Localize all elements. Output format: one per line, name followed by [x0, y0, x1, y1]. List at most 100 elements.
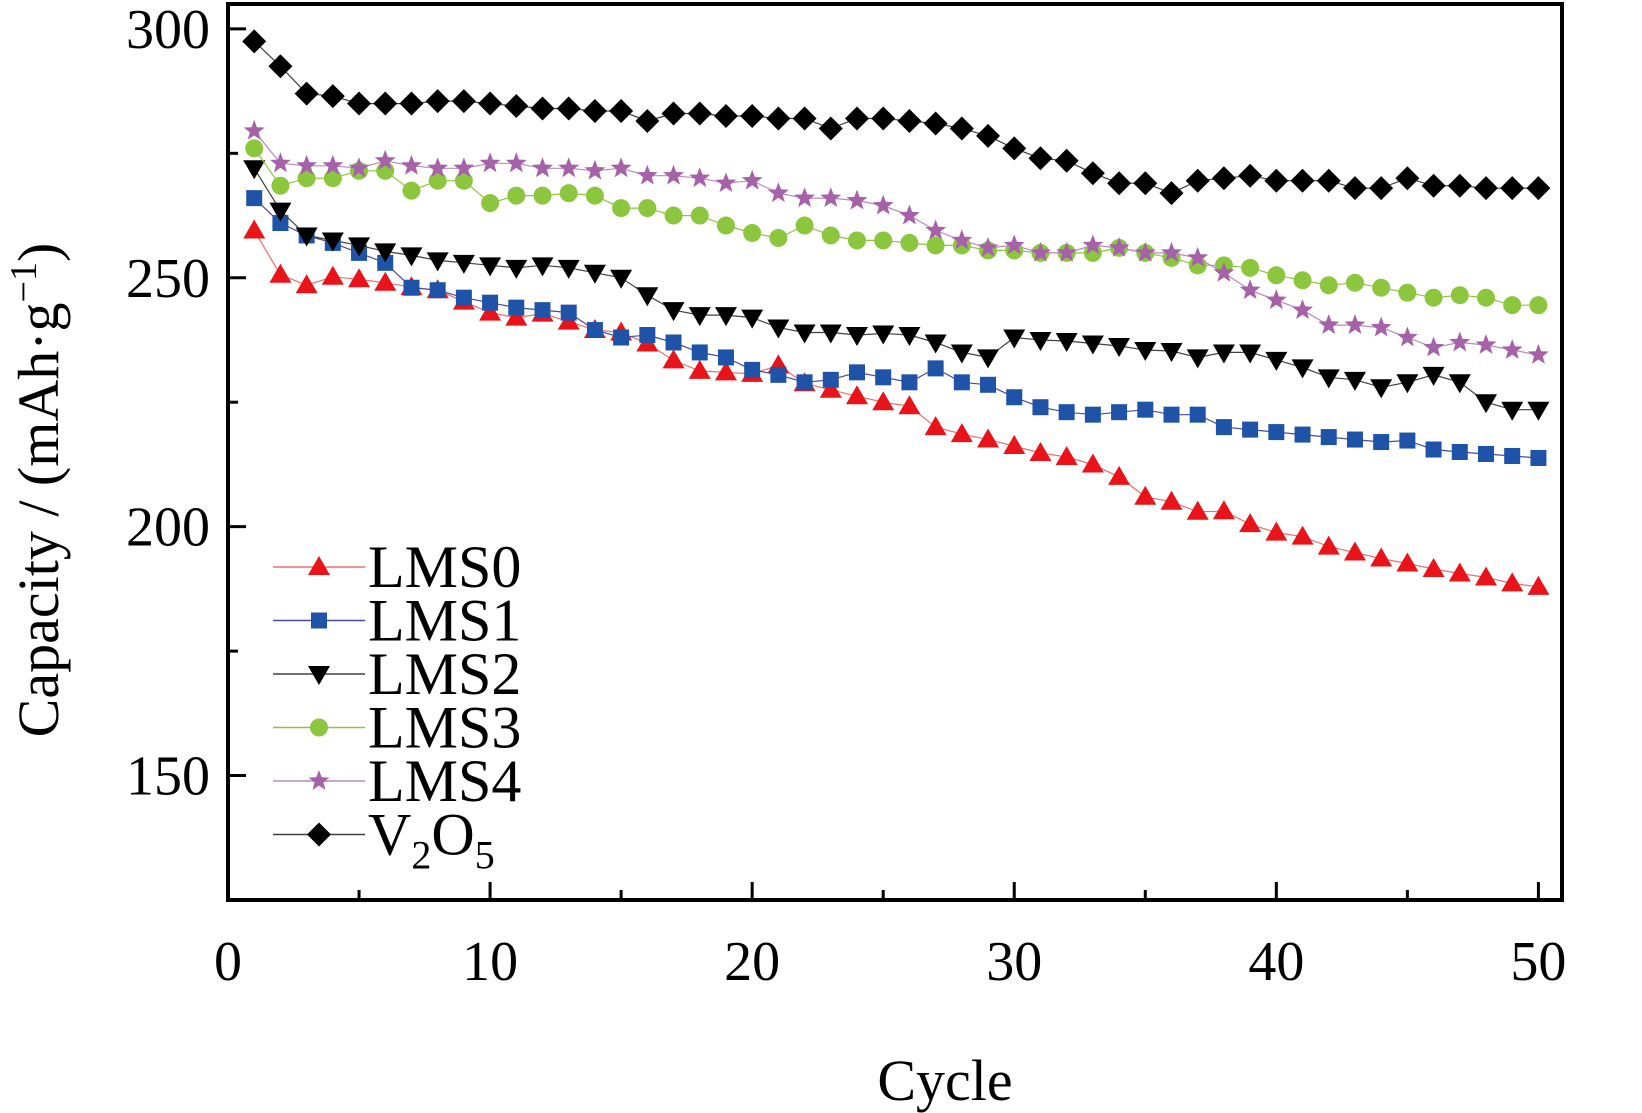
data-point: [1189, 406, 1206, 423]
data-point: [1212, 500, 1235, 520]
data-point: [1399, 432, 1416, 449]
data-point: [481, 194, 500, 213]
data-point: [900, 233, 919, 252]
data-point: [1477, 445, 1494, 462]
y-axis-title-superscript: −1: [3, 262, 45, 302]
data-point: [1133, 171, 1158, 196]
data-point: [1319, 276, 1338, 295]
data-point: [741, 169, 763, 190]
data-point: [691, 344, 708, 361]
y-tick-label: 200: [126, 497, 210, 559]
data-point: [635, 108, 660, 133]
legend-item: LMS0: [273, 534, 521, 600]
data-point: [1160, 342, 1183, 362]
data-point: [796, 374, 813, 391]
data-point: [664, 206, 683, 225]
legend-item: LMS4: [273, 748, 521, 814]
data-point: [348, 268, 371, 288]
data-point: [767, 319, 790, 339]
data-point: [1134, 241, 1156, 262]
data-point: [505, 306, 528, 326]
y-axis-title-main: Capacity / (mAh·g: [6, 302, 71, 737]
data-point: [530, 96, 555, 121]
data-point: [1030, 241, 1051, 262]
data-point: [1265, 351, 1288, 371]
data-point: [1080, 161, 1105, 186]
data-point: [1345, 273, 1364, 292]
data-point: [976, 123, 1001, 148]
data-point: [1163, 406, 1180, 423]
data-point: [1317, 535, 1340, 555]
data-point: [534, 302, 551, 319]
data-point: [479, 152, 501, 173]
data-point: [1058, 404, 1075, 421]
data-point: [1108, 465, 1131, 485]
data-point: [1501, 401, 1524, 421]
series-line: [253, 148, 1539, 306]
data-point: [505, 152, 527, 173]
data-point: [269, 263, 292, 283]
data-point: [401, 154, 422, 175]
y-tick-label: 150: [126, 746, 210, 808]
legend-marker: [311, 612, 327, 629]
data-point: [295, 274, 318, 294]
data-point: [425, 89, 450, 114]
data-point: [688, 307, 711, 327]
data-point: [951, 229, 973, 250]
data-point: [821, 226, 840, 245]
data-point: [1239, 344, 1262, 364]
data-point: [1474, 394, 1497, 414]
data-point: [610, 269, 633, 289]
data-point: [927, 360, 944, 377]
data-point: [1293, 271, 1312, 290]
data-point: [426, 252, 449, 272]
data-point: [427, 157, 449, 178]
data-point: [533, 186, 552, 205]
data-point: [1291, 525, 1314, 545]
data-point: [950, 423, 973, 443]
data-point: [714, 361, 737, 381]
data-point: [243, 119, 265, 140]
data-point: [1006, 389, 1023, 406]
data-point: [662, 302, 685, 322]
data-point: [744, 361, 761, 378]
data-point: [714, 307, 737, 327]
data-point: [793, 324, 816, 344]
data-point: [636, 164, 658, 185]
series-5: [242, 29, 1551, 206]
data-point: [1320, 429, 1337, 446]
legend-item: LMS3: [273, 695, 521, 761]
data-point: [1396, 552, 1419, 572]
data-point: [740, 104, 765, 128]
data-point: [871, 106, 896, 131]
data-point: [1343, 371, 1366, 391]
series-4: [243, 119, 1549, 364]
data-point: [845, 327, 868, 347]
data-point: [901, 374, 918, 391]
data-point: [374, 243, 397, 263]
data-point: [1264, 168, 1289, 193]
data-point: [1395, 166, 1420, 191]
data-point: [557, 259, 580, 279]
data-point: [1028, 146, 1053, 171]
data-point: [1241, 258, 1260, 277]
data-point: [977, 428, 1000, 448]
data-point: [949, 116, 974, 141]
data-point: [1422, 366, 1445, 386]
data-point: [1239, 513, 1262, 533]
data-point: [374, 149, 396, 170]
data-point: [531, 257, 554, 277]
data-point: [1055, 332, 1078, 352]
data-point: [925, 219, 947, 240]
data-point: [347, 91, 372, 116]
data-point: [665, 334, 682, 351]
data-point: [848, 364, 865, 381]
data-point: [1029, 441, 1052, 461]
data-point: [482, 294, 499, 311]
data-point: [1212, 344, 1235, 364]
data-point: [243, 219, 266, 239]
data-point: [638, 199, 657, 218]
data-point: [1476, 288, 1495, 307]
legend-item: V2O5: [273, 802, 495, 878]
data-point: [1500, 176, 1525, 201]
